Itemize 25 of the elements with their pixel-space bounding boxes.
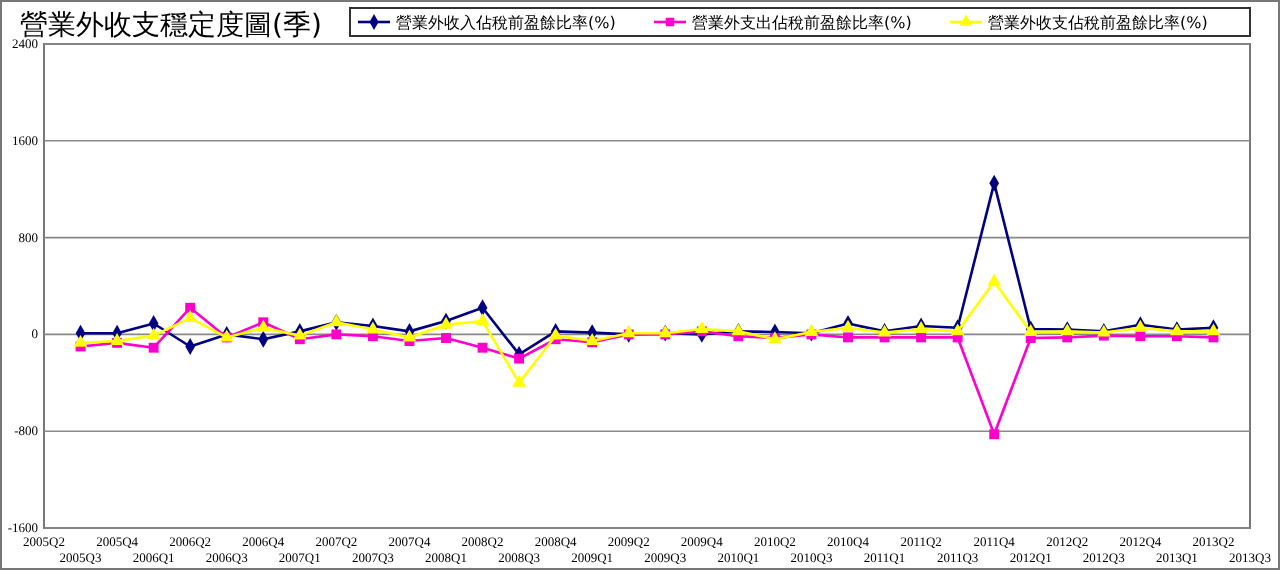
point (73, 334, 88, 347)
point (1135, 331, 1146, 342)
point (843, 332, 853, 343)
point (987, 273, 1002, 286)
point (148, 342, 159, 353)
point (548, 327, 563, 340)
point (331, 329, 342, 340)
point (402, 329, 417, 342)
point (694, 321, 709, 333)
point (804, 324, 819, 336)
point (292, 327, 307, 340)
legend-label: 營業外收支佔稅前盈餘比率(%) (988, 14, 1208, 32)
legend-label: 營業外支出佔稅前盈餘比率(%) (692, 14, 912, 32)
point (916, 332, 927, 343)
point (512, 374, 526, 387)
point (185, 302, 196, 313)
point (146, 327, 161, 340)
point (989, 429, 1000, 440)
legend-label: 營業外收入佔稅前盈餘比率(%) (396, 14, 616, 32)
point (441, 333, 451, 343)
point (514, 353, 525, 364)
point (183, 310, 198, 323)
point (477, 342, 488, 353)
chart-title: 營業外收支穩定度圖(季) (20, 10, 322, 42)
point (475, 313, 490, 326)
